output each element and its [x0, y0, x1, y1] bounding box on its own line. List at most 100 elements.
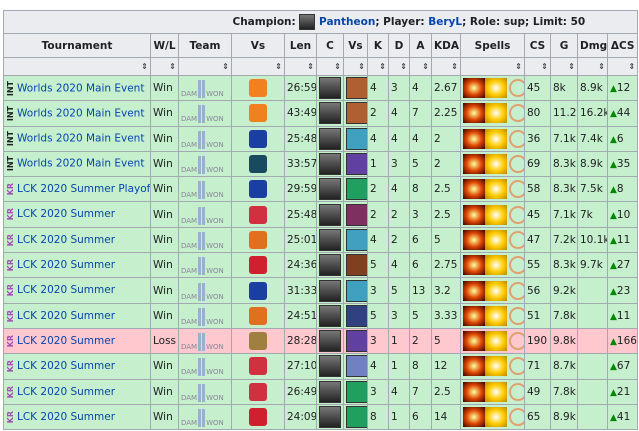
opponent-logo[interactable]: [231, 150, 285, 178]
opponent-logo[interactable]: [231, 353, 285, 380]
pantheon-icon[interactable]: [319, 304, 341, 327]
opponent-logo[interactable]: [231, 74, 285, 102]
game-length: 31:33: [284, 277, 317, 304]
pantheon-icon[interactable]: [319, 254, 341, 277]
team-logo[interactable]: DAM WON: [178, 201, 232, 228]
pantheon-icon[interactable]: [319, 330, 341, 353]
tournament-link[interactable]: Worlds 2020 Main Event: [17, 107, 145, 120]
sort-button[interactable]: ⇕: [284, 57, 317, 76]
tournament-link[interactable]: LCK 2020 Summer: [17, 284, 116, 297]
team-logo[interactable]: DAM WON: [178, 403, 232, 431]
opponent-champion-icon[interactable]: [346, 228, 367, 251]
pantheon-icon[interactable]: [319, 380, 341, 403]
column-header: D: [388, 33, 410, 58]
opponent-champion-icon[interactable]: [346, 254, 367, 277]
sort-button[interactable]: ⇕: [431, 57, 461, 76]
tournament-link[interactable]: LCK 2020 Summer: [17, 385, 116, 398]
pantheon-icon[interactable]: [319, 279, 341, 302]
tournament-link[interactable]: LCK 2020 Summer: [17, 208, 116, 221]
region-label: KR: [6, 360, 15, 373]
sort-button[interactable]: ⇕: [606, 57, 639, 76]
sort-button[interactable]: ⇕: [316, 57, 344, 76]
team-logo[interactable]: DAM WON: [178, 353, 232, 380]
opponent-logo[interactable]: [231, 176, 285, 203]
pantheon-icon[interactable]: [319, 203, 341, 226]
spells: [460, 74, 525, 102]
team-right: WON: [206, 140, 224, 149]
opponent-logo[interactable]: [231, 403, 285, 431]
pantheon-icon[interactable]: [319, 102, 341, 125]
sort-button[interactable]: ⇕: [388, 57, 410, 76]
tournament-link[interactable]: LCK 2020 Summer: [17, 259, 116, 272]
tournament-link[interactable]: Worlds 2020 Main Event: [17, 132, 145, 145]
team-logo[interactable]: DAM WON: [178, 74, 232, 102]
opponent-logo[interactable]: [231, 201, 285, 228]
opponent-champion-icon[interactable]: [346, 127, 367, 150]
sort-button[interactable]: ⇕: [178, 57, 232, 76]
tournament-link[interactable]: Worlds 2020 Main Event: [17, 158, 145, 171]
sort-button[interactable]: ⇕: [231, 57, 285, 76]
tournament-cell: INT Worlds 2020 Main Event: [3, 74, 151, 102]
pantheon-icon[interactable]: [319, 406, 341, 428]
opponent-champion-icon[interactable]: [346, 203, 367, 226]
sort-button[interactable]: ⇕: [409, 57, 432, 76]
assists: 8: [409, 176, 432, 203]
player-link[interactable]: BeryL: [428, 16, 463, 28]
delta-cs: ▲27: [606, 252, 639, 279]
tournament-link[interactable]: LCK 2020 Summer: [17, 233, 116, 246]
team-logo[interactable]: DAM WON: [178, 176, 232, 203]
team-logo[interactable]: DAM WON: [178, 100, 232, 127]
sort-button[interactable]: ⇕: [524, 57, 551, 76]
opponent-logo[interactable]: [231, 252, 285, 279]
opponent-logo[interactable]: [231, 226, 285, 254]
opponent-champion-icon[interactable]: [346, 330, 367, 353]
tournament-cell: KR LCK 2020 Summer: [3, 252, 151, 279]
spells: [460, 327, 525, 355]
team-logo[interactable]: DAM WON: [178, 302, 232, 329]
team-logo[interactable]: DAM WON: [178, 226, 232, 254]
pantheon-icon[interactable]: [319, 355, 341, 378]
team-right: WON: [206, 241, 224, 250]
team-logo[interactable]: DAM WON: [178, 252, 232, 279]
team-logo[interactable]: DAM WON: [178, 327, 232, 355]
opponent-logo[interactable]: [231, 378, 285, 405]
opponent-champion-icon[interactable]: [346, 279, 367, 302]
tournament-link[interactable]: LCK 2020 Summer: [17, 335, 116, 348]
opponent-champion-icon[interactable]: [346, 153, 367, 176]
team-logo[interactable]: DAM WON: [178, 378, 232, 405]
pantheon-icon[interactable]: [319, 127, 341, 150]
sort-button[interactable]: ⇕: [460, 57, 525, 76]
pantheon-icon[interactable]: [319, 228, 341, 251]
pantheon-icon[interactable]: [319, 178, 341, 201]
sort-button[interactable]: ⇕: [550, 57, 578, 76]
opponent-champion-icon[interactable]: [346, 355, 367, 378]
opponent-champion-icon[interactable]: [346, 406, 367, 428]
tournament-link[interactable]: LCK 2020 Summer: [17, 360, 116, 373]
sort-button[interactable]: ⇕: [343, 57, 368, 76]
tournament-link[interactable]: LCK 2020 Summer Playoffs: [17, 183, 151, 196]
opponent-logo[interactable]: [231, 100, 285, 127]
table-row: INT Worlds 2020 Main Event Win DAM WON 43:…: [3, 100, 639, 127]
opponent-champion-icon[interactable]: [346, 178, 367, 201]
team-logo[interactable]: DAM WON: [178, 150, 232, 178]
team-logo[interactable]: DAM WON: [178, 125, 232, 152]
champion-link[interactable]: Pantheon: [319, 16, 376, 28]
sort-button[interactable]: ⇕: [3, 57, 151, 76]
tournament-link[interactable]: LCK 2020 Summer: [17, 411, 116, 424]
opponent-logo[interactable]: [231, 125, 285, 152]
opponent-champion-icon[interactable]: [346, 102, 367, 125]
opponent-logo[interactable]: [231, 302, 285, 329]
sort-button[interactable]: ⇕: [150, 57, 179, 76]
tournament-link[interactable]: Worlds 2020 Main Event: [17, 82, 145, 95]
opponent-logo[interactable]: [231, 277, 285, 304]
sort-button[interactable]: ⇕: [367, 57, 389, 76]
tournament-link[interactable]: LCK 2020 Summer: [17, 309, 116, 322]
pantheon-icon[interactable]: [319, 77, 341, 100]
opponent-champion-icon[interactable]: [346, 380, 367, 403]
opponent-champion-icon[interactable]: [346, 304, 367, 327]
opponent-logo[interactable]: [231, 327, 285, 355]
opponent-champion-icon[interactable]: [346, 77, 367, 100]
pantheon-icon[interactable]: [319, 153, 341, 176]
team-logo[interactable]: DAM WON: [178, 277, 232, 304]
sort-button[interactable]: ⇕: [577, 57, 608, 76]
